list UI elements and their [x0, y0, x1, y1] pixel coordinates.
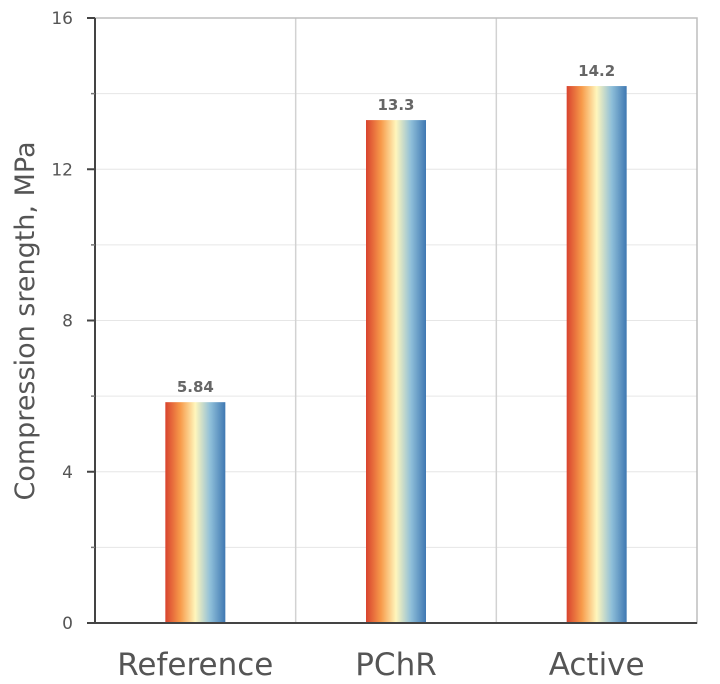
bar-pchr [366, 120, 426, 623]
x-category-label: PChR [355, 647, 437, 683]
y-tick-label: 0 [62, 614, 73, 634]
y-tick-label: 4 [62, 463, 73, 483]
data-label: 13.3 [377, 96, 414, 114]
data-labels: 5.84 13.3 14.2 [177, 62, 615, 396]
bars [165, 86, 627, 623]
bar-reference [165, 402, 226, 623]
y-tick-label: 8 [62, 312, 73, 332]
y-axis-ticks: 0 4 8 12 16 [51, 9, 95, 634]
y-tick-label: 16 [51, 9, 73, 29]
bar-active [566, 86, 627, 623]
data-label: 14.2 [578, 62, 615, 80]
y-tick-label: 12 [51, 160, 73, 180]
x-category-label: Reference [117, 647, 273, 683]
data-label: 5.84 [177, 378, 214, 396]
y-axis-title: Compression srength, MPa [10, 142, 41, 501]
x-axis-categories: Reference PChR Active [117, 647, 644, 683]
x-category-label: Active [549, 647, 645, 683]
